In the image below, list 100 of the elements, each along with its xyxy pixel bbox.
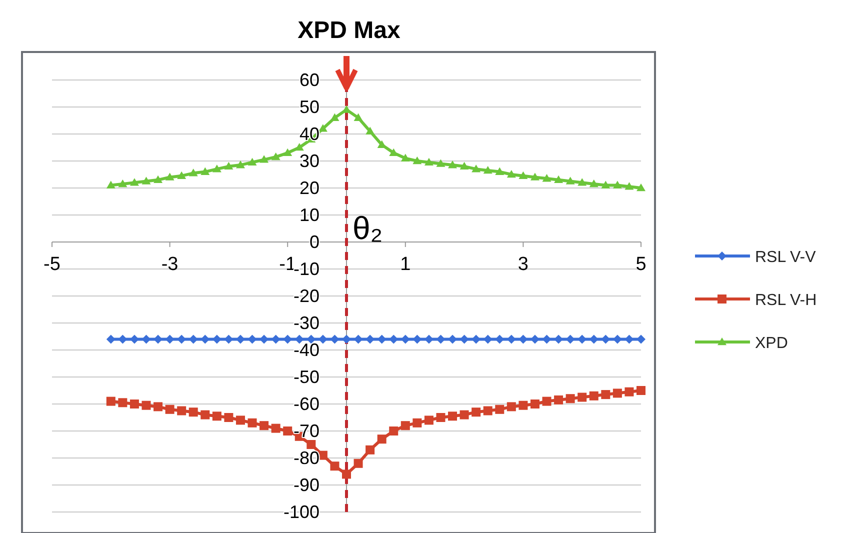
point xyxy=(472,408,481,417)
point xyxy=(612,180,622,188)
point xyxy=(200,167,210,175)
point xyxy=(165,172,174,180)
point xyxy=(283,148,292,156)
point xyxy=(589,391,598,400)
point xyxy=(142,400,151,410)
point xyxy=(506,170,516,178)
point xyxy=(177,406,186,416)
y-tick-label: -10 xyxy=(293,259,320,279)
point xyxy=(400,154,410,162)
point xyxy=(130,178,139,186)
y-tick-label: -90 xyxy=(293,475,320,495)
point xyxy=(224,413,234,422)
point xyxy=(601,180,610,188)
point xyxy=(342,334,351,344)
point xyxy=(601,390,610,400)
point xyxy=(118,179,128,188)
y-tick-label: -100 xyxy=(283,502,320,522)
x-tick-label: 1 xyxy=(400,254,411,275)
point xyxy=(165,404,174,414)
point xyxy=(483,166,492,174)
y-tick-label: 10 xyxy=(299,205,320,225)
point xyxy=(636,184,646,192)
point xyxy=(142,176,151,184)
point xyxy=(460,410,469,420)
point xyxy=(106,180,116,188)
point xyxy=(542,396,552,406)
x-tick-label: -5 xyxy=(44,254,60,275)
point xyxy=(518,400,528,410)
point xyxy=(306,440,316,449)
point xyxy=(188,168,198,176)
point xyxy=(624,182,634,190)
y-tick-label: -50 xyxy=(293,367,320,387)
point xyxy=(248,158,257,166)
point xyxy=(578,392,587,402)
point xyxy=(589,179,598,188)
x-tick-label: 3 xyxy=(518,254,528,275)
chart-title: XPD Max xyxy=(298,17,402,44)
point xyxy=(554,395,564,404)
point xyxy=(518,171,528,179)
x-tick-label: 5 xyxy=(636,254,646,275)
y-tick-label: -40 xyxy=(293,340,320,360)
point xyxy=(294,143,304,151)
point xyxy=(542,174,552,182)
point xyxy=(566,394,575,404)
point xyxy=(106,334,116,344)
point xyxy=(236,160,245,168)
point xyxy=(236,416,245,425)
ref-line-label: θ₂ xyxy=(352,210,383,246)
point xyxy=(636,334,646,344)
point xyxy=(330,113,340,121)
point xyxy=(188,408,198,417)
point xyxy=(260,155,269,163)
point xyxy=(260,421,269,430)
point xyxy=(472,164,481,172)
point xyxy=(436,159,446,167)
point xyxy=(412,156,422,164)
point xyxy=(106,396,116,406)
point xyxy=(377,434,386,444)
point xyxy=(530,172,540,180)
point xyxy=(366,445,375,454)
point xyxy=(424,158,434,166)
x-tick-label: -3 xyxy=(161,254,178,275)
point xyxy=(366,126,375,134)
point xyxy=(271,152,280,160)
point xyxy=(212,412,222,421)
point xyxy=(566,176,575,184)
point xyxy=(412,418,422,428)
y-tick-label: 30 xyxy=(299,151,320,171)
point xyxy=(554,175,564,184)
point xyxy=(330,462,340,471)
point xyxy=(177,171,186,179)
point xyxy=(612,388,622,398)
point xyxy=(118,398,128,408)
point xyxy=(283,426,292,436)
point xyxy=(530,400,540,408)
legend-label: RSL V-H xyxy=(755,292,817,309)
y-tick-label: 60 xyxy=(299,70,320,90)
y-tick-label: -60 xyxy=(293,394,320,414)
point xyxy=(130,400,139,408)
y-tick-label: -20 xyxy=(293,286,320,306)
point xyxy=(224,162,234,170)
point xyxy=(212,164,222,172)
point xyxy=(400,421,410,430)
y-tick-label: -30 xyxy=(293,313,320,333)
point xyxy=(424,416,434,425)
point xyxy=(436,413,446,422)
point xyxy=(495,167,504,175)
legend-label: XPD xyxy=(755,335,788,352)
point xyxy=(248,418,257,428)
point xyxy=(354,458,363,468)
point xyxy=(448,160,458,168)
point xyxy=(200,410,210,420)
y-tick-label: -80 xyxy=(293,448,320,468)
point xyxy=(578,178,587,186)
point xyxy=(506,402,516,412)
y-tick-label: 20 xyxy=(299,178,320,198)
point xyxy=(495,404,504,414)
y-tick-label: -70 xyxy=(293,421,320,441)
